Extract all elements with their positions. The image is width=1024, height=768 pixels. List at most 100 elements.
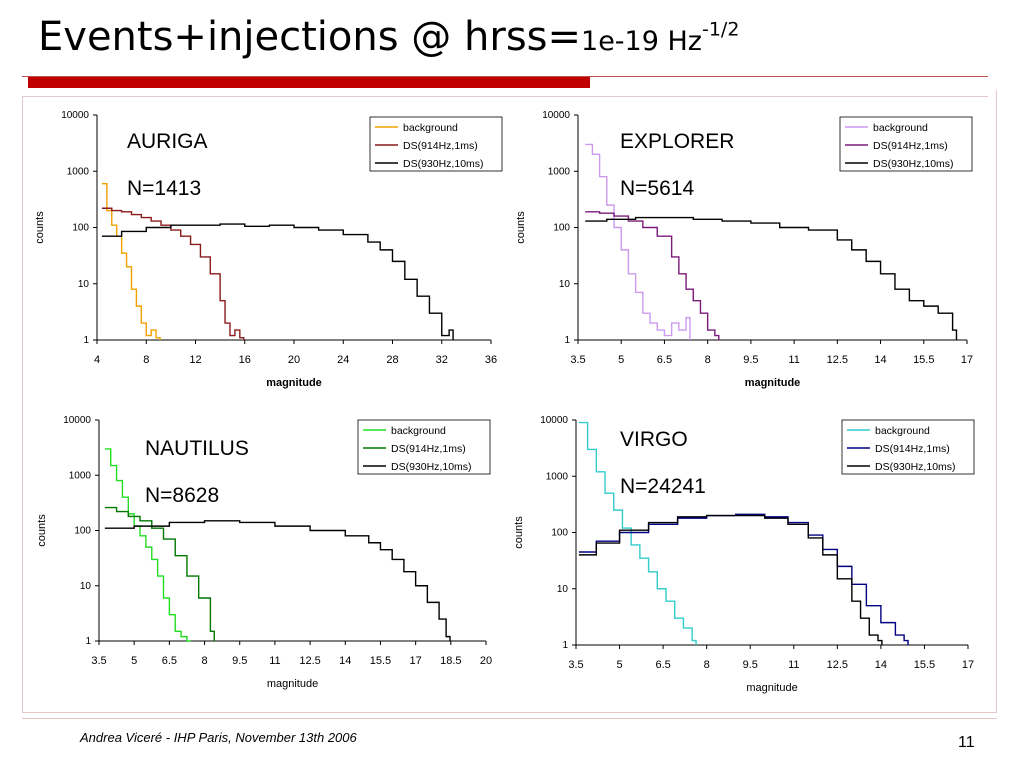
y-axis-label: counts xyxy=(36,514,48,547)
x-tick-label: 9.5 xyxy=(232,655,247,667)
legend-entry: DS(914Hz,1ms) xyxy=(875,443,950,455)
x-tick-label: 20 xyxy=(288,354,300,366)
y-tick-label: 100 xyxy=(74,526,91,537)
detector-name: EXPLORER xyxy=(620,130,734,153)
x-tick-label: 3.5 xyxy=(570,354,585,366)
x-tick-label: 24 xyxy=(337,354,349,366)
x-tick-label: 15.5 xyxy=(914,659,935,671)
x-tick-label: 12.5 xyxy=(827,659,848,671)
page-number: 11 xyxy=(958,734,975,751)
series-line-0 xyxy=(578,421,697,645)
y-tick-label: 100 xyxy=(72,223,89,234)
legend: background DS(914Hz,1ms) DS(930Hz,10ms) xyxy=(839,116,973,172)
legend: background DS(914Hz,1ms) DS(930Hz,10ms) xyxy=(841,419,975,475)
x-tick-label: 4 xyxy=(94,354,100,366)
x-tick-label: 28 xyxy=(386,354,398,366)
x-tick-label: 14 xyxy=(875,659,887,671)
series-line-2 xyxy=(101,223,454,340)
y-tick-label: 1 xyxy=(83,335,89,346)
x-tick-label: 20 xyxy=(480,655,492,667)
y-tick-label: 10000 xyxy=(540,415,568,426)
event-count: N=24241 xyxy=(620,475,706,498)
x-tick-label: 17 xyxy=(962,659,974,671)
series-line-0 xyxy=(585,143,691,340)
series-line-2 xyxy=(578,514,883,645)
y-tick-label: 1000 xyxy=(67,166,90,177)
legend: background DS(914Hz,1ms) DS(930Hz,10ms) xyxy=(357,419,491,475)
legend-entry: DS(930Hz,10ms) xyxy=(875,461,956,473)
title-value: 1e-19 Hz xyxy=(581,26,702,57)
x-tick-label: 8 xyxy=(704,659,710,671)
y-tick-label: 1 xyxy=(85,636,91,647)
content-frame-top xyxy=(22,96,988,97)
legend-entry: DS(930Hz,10ms) xyxy=(873,158,954,170)
x-tick-label: 15.5 xyxy=(370,655,391,667)
legend-box xyxy=(369,116,503,172)
y-tick-label: 100 xyxy=(551,528,568,539)
x-tick-label: 9.5 xyxy=(743,354,758,366)
x-tick-label: 5 xyxy=(616,659,622,671)
x-axis-label: magnitude xyxy=(267,678,318,690)
legend-box xyxy=(839,116,973,172)
title-rule-thin xyxy=(22,76,988,77)
x-tick-label: 36 xyxy=(485,354,497,366)
y-tick-label: 10000 xyxy=(542,110,570,121)
series-line-1 xyxy=(104,506,215,641)
x-tick-label: 15.5 xyxy=(913,354,934,366)
x-tick-label: 3.5 xyxy=(91,655,106,667)
x-tick-label: 5 xyxy=(131,655,137,667)
detector-name: VIRGO xyxy=(620,428,688,451)
legend-entry: background xyxy=(391,425,446,437)
detector-name: AURIGA xyxy=(127,130,208,153)
x-tick-label: 11 xyxy=(269,655,280,667)
x-tick-label: 12.5 xyxy=(299,655,320,667)
event-count: N=1413 xyxy=(127,177,201,200)
x-tick-label: 5 xyxy=(618,354,624,366)
x-tick-label: 6.5 xyxy=(657,354,672,366)
slide-title: Events+injections @ hrss=1e-19 Hz-1/2 xyxy=(38,14,739,60)
x-tick-label: 17 xyxy=(961,354,973,366)
y-axis-label: counts xyxy=(513,516,525,549)
series-line-1 xyxy=(101,207,245,340)
y-tick-label: 1000 xyxy=(548,166,571,177)
x-axis-label: magnitude xyxy=(745,377,801,389)
x-tick-label: 12 xyxy=(189,354,201,366)
legend-entry: background xyxy=(403,122,458,134)
series-line-0 xyxy=(104,448,191,642)
legend-entry: DS(930Hz,10ms) xyxy=(403,158,484,170)
legend-entry: background xyxy=(873,122,928,134)
y-tick-label: 100 xyxy=(553,223,570,234)
event-count: N=5614 xyxy=(620,177,694,200)
x-axis-label: magnitude xyxy=(746,682,797,694)
footer-author: Andrea Viceré - IHP Paris, November 13th… xyxy=(80,730,357,745)
y-tick-label: 10 xyxy=(78,279,90,290)
x-tick-label: 12.5 xyxy=(827,354,848,366)
x-tick-label: 6.5 xyxy=(162,655,177,667)
x-tick-label: 14 xyxy=(339,655,351,667)
x-tick-label: 8 xyxy=(705,354,711,366)
y-tick-label: 10000 xyxy=(63,415,91,426)
y-tick-label: 10 xyxy=(559,279,571,290)
title-exponent: -1/2 xyxy=(701,18,740,41)
y-axis-label: counts xyxy=(34,211,46,244)
content-frame-left xyxy=(22,96,23,712)
series-line-0 xyxy=(101,183,161,340)
footer-rule-2 xyxy=(22,718,997,719)
series-line-2 xyxy=(585,216,958,340)
chart-auriga: 10000 1000 100 10 14 8 12 16 20 24 28 32 36 magnitude… xyxy=(34,110,503,389)
y-tick-label: 1 xyxy=(562,640,568,651)
x-tick-label: 14 xyxy=(874,354,886,366)
legend-entry: DS(914Hz,1ms) xyxy=(403,140,478,152)
x-tick-label: 11 xyxy=(788,354,799,366)
legend-box xyxy=(357,419,491,475)
x-tick-label: 3.5 xyxy=(568,659,583,671)
y-tick-label: 10000 xyxy=(61,110,89,121)
y-tick-label: 10 xyxy=(80,581,92,592)
title-main: Events+injections @ hrss= xyxy=(38,14,582,60)
y-tick-label: 1000 xyxy=(69,470,92,481)
legend: background DS(914Hz,1ms) DS(930Hz,10ms) xyxy=(369,116,503,172)
chart-nautilus: 10000 1000 100 10 13.5 5 6.5 8 9.5 11 12.5 14 15.5 17… xyxy=(36,415,492,690)
content-frame-right xyxy=(996,90,997,712)
legend-entry: DS(914Hz,1ms) xyxy=(873,140,948,152)
